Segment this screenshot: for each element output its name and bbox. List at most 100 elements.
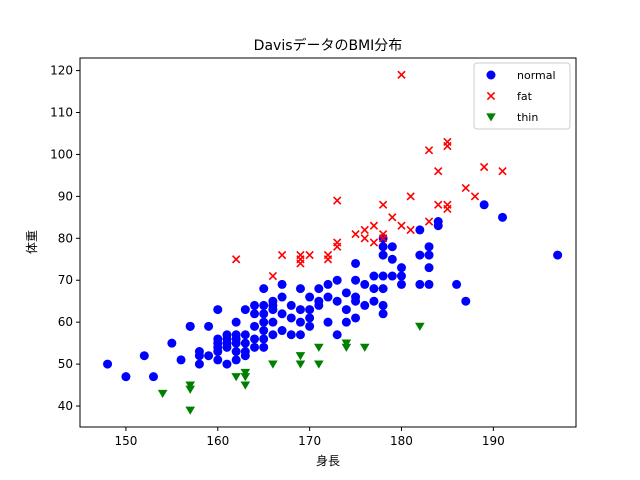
data-point-normal	[479, 200, 489, 210]
data-point-thin	[240, 381, 251, 390]
data-point-normal	[332, 330, 342, 340]
legend-marker-normal	[486, 70, 496, 80]
data-point-normal	[305, 321, 315, 331]
data-point-normal	[268, 305, 278, 315]
data-point-normal	[286, 313, 296, 323]
data-point-normal	[378, 242, 388, 252]
data-point-normal	[387, 271, 397, 281]
data-point-normal	[250, 300, 260, 310]
data-point-normal	[103, 359, 113, 369]
data-point-fat	[231, 255, 241, 264]
data-point-thin	[295, 360, 306, 369]
x-tick-label: 170	[298, 434, 321, 448]
legend: normal fat thin	[473, 62, 571, 130]
data-point-fat	[378, 234, 388, 243]
data-point-normal	[295, 284, 305, 294]
data-point-fat	[369, 238, 379, 247]
data-point-fat	[323, 255, 333, 264]
data-point-normal	[351, 258, 361, 268]
data-point-normal	[332, 296, 342, 306]
data-point-normal	[323, 279, 333, 289]
data-point-fat	[397, 221, 406, 230]
data-point-normal	[250, 309, 260, 319]
data-point-normal	[194, 359, 204, 369]
data-point-normal	[323, 317, 333, 327]
legend-label-fat: fat	[517, 90, 533, 103]
data-point-normal	[259, 342, 269, 352]
data-point-fat	[479, 162, 489, 172]
y-tick-label: 40	[58, 399, 73, 413]
y-tick-label: 60	[58, 315, 73, 329]
data-point-normal	[259, 300, 269, 310]
data-point-normal	[250, 334, 260, 344]
data-point-normal	[424, 242, 434, 252]
data-point-normal	[286, 330, 296, 340]
y-tick-label: 120	[50, 64, 73, 78]
data-point-normal	[259, 309, 269, 319]
data-point-normal	[553, 250, 563, 260]
data-point-normal	[378, 284, 388, 294]
data-point-normal	[259, 326, 269, 336]
data-point-thin	[185, 381, 196, 390]
data-point-normal	[231, 317, 241, 327]
legend-label-normal: normal	[517, 69, 556, 82]
data-point-normal	[185, 321, 195, 331]
series-normal	[103, 200, 563, 382]
plot-marks	[103, 70, 563, 415]
data-point-normal	[231, 347, 241, 357]
data-point-normal	[396, 271, 406, 281]
data-point-thin	[240, 373, 251, 382]
data-point-thin	[314, 343, 324, 352]
data-point-normal	[277, 326, 287, 336]
data-point-normal	[323, 292, 333, 302]
data-point-normal	[286, 300, 296, 310]
data-point-thin	[185, 385, 196, 394]
data-point-normal	[204, 351, 214, 361]
data-point-normal	[277, 279, 287, 289]
chart-title: DavisデータのBMI分布	[254, 37, 403, 54]
data-point-normal	[360, 279, 370, 289]
data-point-normal	[277, 309, 287, 319]
data-point-normal	[222, 359, 232, 369]
data-point-normal	[148, 372, 158, 382]
data-point-thin	[341, 339, 352, 348]
data-point-thin	[295, 352, 306, 361]
legend-label-thin: thin	[517, 111, 538, 124]
data-point-thin	[341, 343, 352, 352]
data-point-normal	[314, 284, 324, 294]
data-point-normal	[295, 317, 305, 327]
data-point-normal	[176, 355, 186, 365]
data-point-normal	[351, 313, 361, 323]
data-point-fat	[277, 250, 287, 260]
data-point-normal	[259, 317, 269, 327]
y-tick-label: 70	[58, 273, 73, 287]
data-point-normal	[295, 330, 305, 340]
y-axis-ticks: 40 50 60 70 80 90 100 110 120	[50, 64, 80, 413]
x-tick-label: 190	[482, 434, 505, 448]
data-point-normal	[231, 355, 241, 365]
data-point-fat	[360, 225, 369, 235]
data-point-normal	[387, 254, 397, 264]
data-point-normal	[213, 355, 223, 365]
data-point-fat	[333, 242, 342, 251]
y-tick-label: 90	[58, 189, 73, 203]
data-point-normal	[240, 330, 250, 340]
y-tick-label: 110	[50, 106, 73, 120]
data-point-normal	[213, 305, 223, 315]
data-point-fat	[434, 167, 443, 176]
data-point-normal	[378, 309, 388, 319]
data-point-fat	[360, 234, 369, 243]
y-tick-label: 80	[58, 231, 73, 245]
legend-frame	[473, 62, 571, 130]
data-point-normal	[305, 305, 315, 315]
data-point-thin	[314, 360, 324, 369]
data-point-normal	[387, 242, 397, 252]
data-point-thin	[415, 322, 425, 331]
data-point-thin	[157, 389, 168, 399]
data-point-thin	[185, 406, 196, 415]
data-point-fat	[443, 204, 452, 214]
data-point-normal	[295, 305, 305, 315]
data-point-normal	[351, 296, 361, 306]
x-axis-label: 身長	[316, 453, 340, 468]
